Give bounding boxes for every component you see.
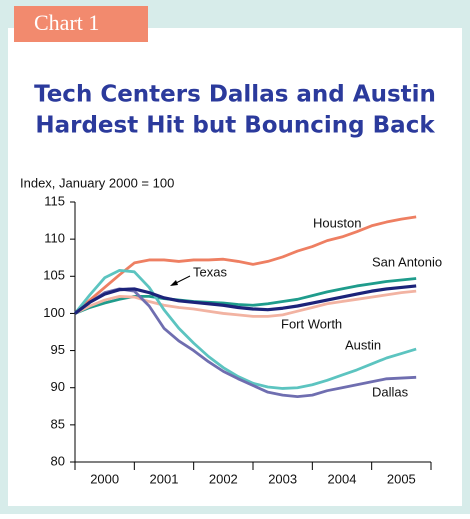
panel — [8, 28, 462, 506]
y-tick-label: 90 — [51, 379, 65, 394]
series-label: Texas — [193, 264, 227, 279]
chart-title: Hardest Hit but Bouncing Back — [35, 113, 435, 139]
y-tick-label: 105 — [43, 268, 65, 283]
y-axis-label: Index, January 2000 = 100 — [20, 175, 174, 190]
badge: Chart 1 — [34, 10, 99, 35]
series-label: Dallas — [372, 384, 409, 399]
x-tick-label: 2004 — [328, 471, 357, 486]
series-line — [74, 289, 417, 318]
y-tick-label: 95 — [51, 342, 65, 357]
y-tick-label: 85 — [51, 416, 65, 431]
x-tick-label: 2000 — [90, 471, 119, 486]
chart-title: Tech Centers Dallas and Austin — [34, 82, 436, 108]
badge-box — [14, 6, 148, 42]
series-line — [74, 284, 417, 315]
x-tick-label: 2005 — [387, 471, 416, 486]
arrow-head — [170, 280, 178, 286]
y-tick-label: 80 — [51, 453, 65, 468]
series-line — [73, 268, 417, 390]
series-label: Fort Worth — [281, 316, 342, 331]
x-tick-label: 2002 — [209, 471, 238, 486]
y-tick-label: 110 — [44, 231, 65, 246]
x-tick-label: 2003 — [268, 471, 297, 486]
y-tick-label: 100 — [43, 305, 65, 320]
series-label: Houston — [313, 215, 361, 230]
series-label: San Antonio — [372, 254, 442, 269]
series-line — [74, 287, 417, 399]
x-tick-label: 2001 — [150, 471, 179, 486]
series-label: Austin — [345, 337, 381, 352]
series-line — [74, 215, 417, 315]
y-tick-label: 115 — [44, 193, 65, 208]
